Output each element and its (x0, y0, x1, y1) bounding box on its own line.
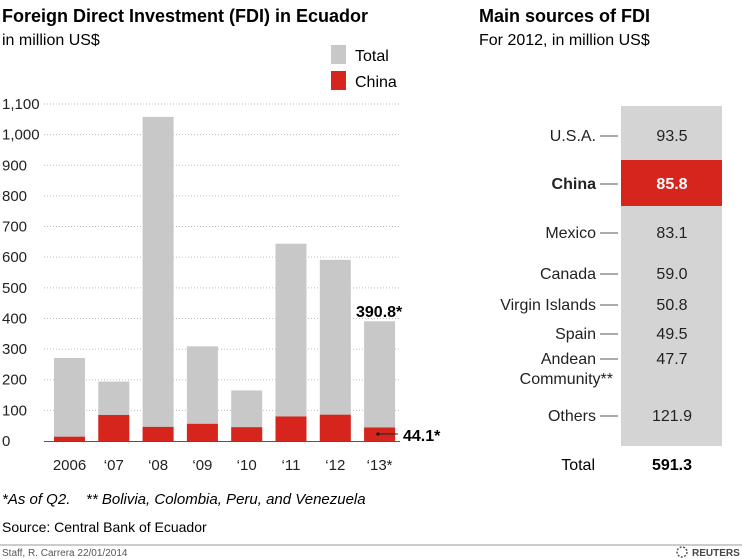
y-tick-label: 100 (2, 402, 27, 419)
bar-china-07 (98, 414, 130, 441)
source-value-others: 121.9 (652, 408, 692, 425)
x-tick-label: 2006 (53, 457, 86, 474)
x-tick-label: ‘13* (367, 457, 393, 474)
source-value-mexico: 83.1 (656, 225, 687, 242)
y-tick-label: 200 (2, 372, 27, 389)
bar-china-10 (231, 427, 263, 441)
source-label-mexico: Mexico (545, 225, 596, 242)
last-china-leader-dot (376, 432, 380, 436)
bars (54, 116, 396, 441)
y-tick-label: 0 (2, 433, 10, 450)
y-tick-label: 600 (2, 249, 27, 266)
source-value-usa: 93.5 (656, 128, 687, 145)
right-panel-title: Main sources of FDI (479, 6, 650, 26)
legend: Total China (331, 45, 397, 91)
footnote-as-of: *As of Q2. (2, 491, 70, 508)
y-tick-label: 300 (2, 341, 27, 358)
footnote-source: Source: Central Bank of Ecuador (2, 519, 207, 535)
last-china-annotation: 44.1* (403, 428, 441, 445)
x-tick-label: ‘08 (148, 457, 168, 474)
y-tick-label: 900 (2, 157, 27, 174)
gridlines (44, 103, 400, 442)
x-tick-label: ‘09 (192, 457, 212, 474)
bar-total-13 (364, 321, 396, 441)
footnote-andean: ** Bolivia, Colombia, Peru, and Venezuel… (86, 491, 366, 508)
reuters-logo: REUTERS (676, 546, 740, 559)
footer-credit: Staff, R. Carrera 22/01/2014 (2, 548, 128, 559)
y-axis-ticks: 0 100 200 300 400 500 600 700 800 900 1,000 1,100 (2, 96, 40, 450)
china-highlight-box (621, 160, 722, 206)
source-label-andean-line1: Andean (541, 351, 596, 368)
y-tick-label: 700 (2, 219, 27, 236)
bar-china-08 (142, 426, 174, 441)
bar-total-08 (142, 116, 174, 441)
sources-list: U.S.A. 93.5 China 85.8 Mexico 83.1 Canada 59.0 V… (500, 128, 722, 425)
y-tick-label: 500 (2, 280, 27, 297)
bar-china-11 (275, 416, 307, 441)
legend-china-swatch (331, 71, 346, 90)
y-tick-label: 1,000 (2, 127, 40, 144)
source-label-spain: Spain (555, 326, 596, 343)
bar-china-12 (319, 414, 351, 441)
bar-china-2006 (54, 436, 85, 441)
left-chart-title: Foreign Direct Investment (FDI) in Ecuad… (2, 6, 368, 26)
x-axis-ticks: 2006 ‘07 ‘08 ‘09 ‘10 ‘11 ‘12 ‘13* (53, 457, 393, 474)
source-label-others: Others (548, 408, 596, 425)
x-tick-label: ‘12 (325, 457, 345, 474)
source-label-virginislands: Virgin Islands (500, 297, 596, 314)
x-tick-label: ‘11 (282, 457, 301, 474)
bar-total-2006 (54, 357, 85, 441)
y-tick-label: 1,100 (2, 96, 40, 113)
source-value-canada: 59.0 (656, 266, 687, 283)
source-value-china: 85.8 (656, 176, 687, 193)
x-tick-label: ‘10 (237, 457, 257, 474)
bar-total-12 (319, 259, 351, 441)
source-value-spain: 49.5 (656, 326, 687, 343)
bar-china-09 (186, 423, 218, 441)
y-tick-label: 400 (2, 310, 27, 327)
reuters-dot-icon (676, 546, 688, 558)
source-label-canada: Canada (540, 266, 596, 283)
source-label-andean-line2: Community** (520, 371, 613, 388)
y-tick-label: 800 (2, 188, 27, 205)
x-tick-label: ‘07 (104, 457, 124, 474)
legend-total-swatch (331, 45, 346, 64)
legend-china-label: China (355, 74, 397, 91)
legend-total-label: Total (355, 48, 389, 65)
sources-total-value: 591.3 (652, 457, 692, 474)
right-panel-subtitle: For 2012, in million US$ (479, 32, 650, 49)
source-label-china: China (552, 176, 597, 193)
source-label-usa: U.S.A. (550, 128, 596, 145)
bar-total-11 (275, 243, 307, 441)
source-value-andeancommunity: 47.7 (656, 351, 687, 368)
last-total-annotation: 390.8* (356, 304, 403, 321)
source-value-virginislands: 50.8 (656, 297, 687, 314)
reuters-wordmark: REUTERS (692, 548, 740, 559)
sources-total-label: Total (561, 457, 595, 474)
left-chart-subtitle: in million US$ (2, 32, 100, 49)
